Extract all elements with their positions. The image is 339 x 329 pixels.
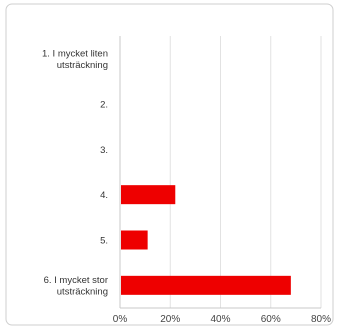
bar-5 (121, 230, 148, 250)
category-label-6-line-2: utsträckning (57, 287, 108, 298)
x-tick-label-1: 20% (160, 314, 180, 325)
category-labels: 1. I mycket litenutsträckning2.3.4.5.6. … (42, 48, 108, 297)
category-label-1-line-1: 1. I mycket liten (42, 48, 108, 59)
category-label-4: 4. (100, 190, 108, 201)
bars (121, 185, 291, 295)
category-label-1-line-2: utsträckning (57, 60, 108, 71)
category-label-5: 5. (100, 236, 108, 247)
category-label-3: 3. (100, 145, 108, 156)
x-tick-label-3: 60% (261, 314, 281, 325)
grid (169, 36, 322, 308)
chart-panel (5, 3, 334, 326)
x-tick-label-0: 0% (113, 314, 128, 325)
axes (119, 36, 321, 309)
x-tick-label-4: 80% (311, 314, 331, 325)
x-tick-label-2: 40% (210, 314, 230, 325)
x-tick-labels: 0% 20% 40% 60% 80% (113, 314, 331, 325)
bar-4 (121, 185, 176, 205)
category-label-6-line-1: 6. I mycket stor (44, 275, 108, 286)
bar-6 (121, 275, 291, 295)
category-label-2: 2. (100, 100, 108, 111)
